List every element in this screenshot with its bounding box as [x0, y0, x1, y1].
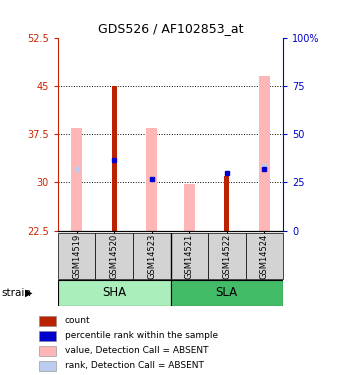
- Bar: [146, 128, 158, 231]
- Bar: [58, 280, 170, 306]
- Text: count: count: [65, 316, 90, 325]
- Bar: [71, 128, 83, 231]
- Bar: [39, 346, 56, 356]
- Text: GSM14522: GSM14522: [222, 233, 231, 279]
- Bar: [184, 184, 195, 231]
- Bar: [58, 232, 95, 279]
- Bar: [39, 331, 56, 340]
- Bar: [39, 316, 56, 326]
- Text: GSM14521: GSM14521: [185, 233, 194, 279]
- Bar: [133, 232, 170, 279]
- Bar: [95, 232, 133, 279]
- Text: rank, Detection Call = ABSENT: rank, Detection Call = ABSENT: [65, 362, 204, 370]
- Text: strain: strain: [2, 288, 32, 298]
- Text: GSM14520: GSM14520: [110, 233, 119, 279]
- Text: ▶: ▶: [25, 288, 32, 298]
- Text: GSM14524: GSM14524: [260, 233, 269, 279]
- Text: SLA: SLA: [216, 286, 238, 299]
- Bar: [170, 232, 208, 279]
- Text: GSM14519: GSM14519: [72, 233, 81, 279]
- Bar: [259, 76, 270, 231]
- Bar: [112, 86, 117, 231]
- Text: SHA: SHA: [102, 286, 126, 299]
- Text: GSM14523: GSM14523: [147, 233, 156, 279]
- Bar: [39, 361, 56, 371]
- Bar: [224, 176, 229, 231]
- Title: GDS526 / AF102853_at: GDS526 / AF102853_at: [98, 22, 243, 35]
- Bar: [170, 280, 283, 306]
- Bar: [246, 232, 283, 279]
- Bar: [208, 232, 246, 279]
- Text: percentile rank within the sample: percentile rank within the sample: [65, 331, 218, 340]
- Text: value, Detection Call = ABSENT: value, Detection Call = ABSENT: [65, 346, 208, 355]
